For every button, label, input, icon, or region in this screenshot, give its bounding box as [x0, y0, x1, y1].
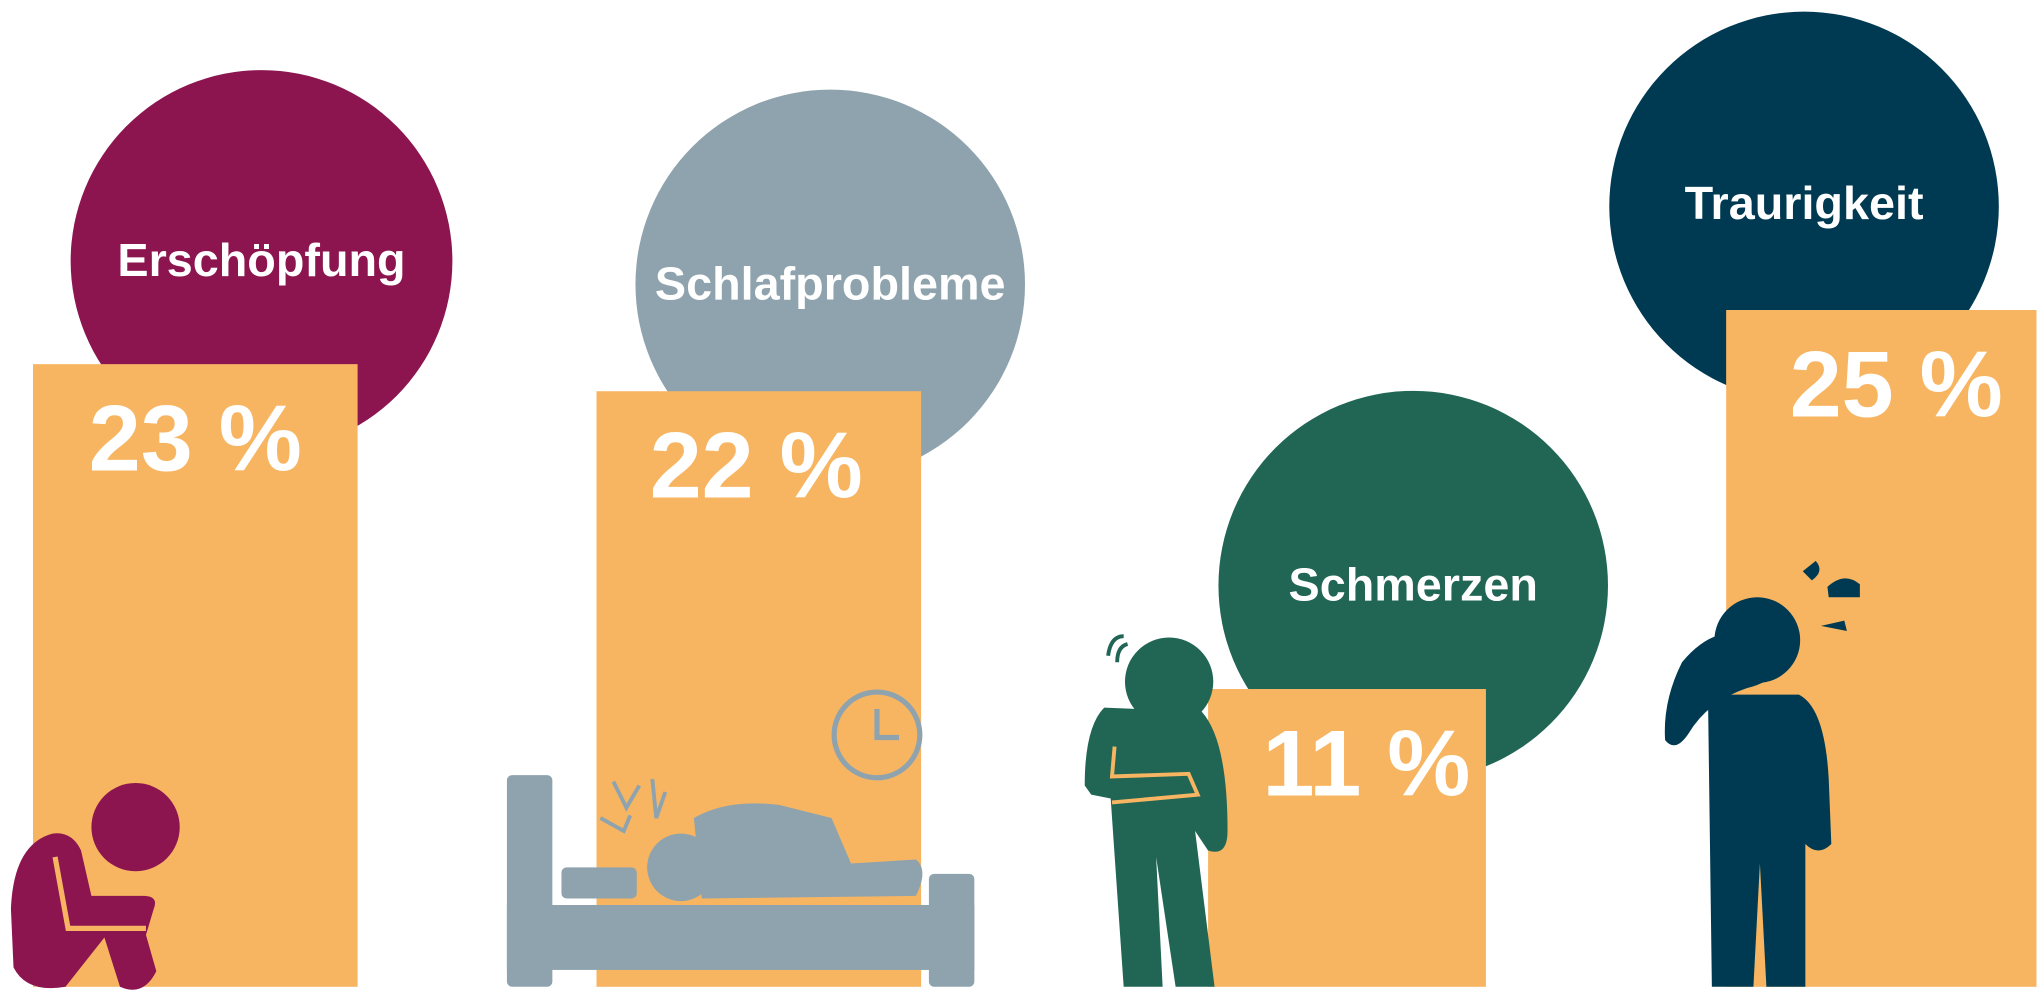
- value-label: 25 %: [1790, 331, 2003, 436]
- category-label: Schlafprobleme: [655, 257, 1006, 309]
- icon-pain: [1085, 636, 1228, 987]
- value-label: 23 %: [89, 386, 302, 491]
- value-label: 22 %: [650, 413, 863, 518]
- category-label: Schmerzen: [1289, 559, 1538, 611]
- category-label: Erschöpfung: [117, 234, 405, 286]
- category-label: Traurigkeit: [1685, 177, 1924, 229]
- value-label: 11 %: [1263, 711, 1471, 816]
- infographic: Erschöpfung 23 % Schlafprobleme 22 % Schmerz…: [0, 0, 2037, 992]
